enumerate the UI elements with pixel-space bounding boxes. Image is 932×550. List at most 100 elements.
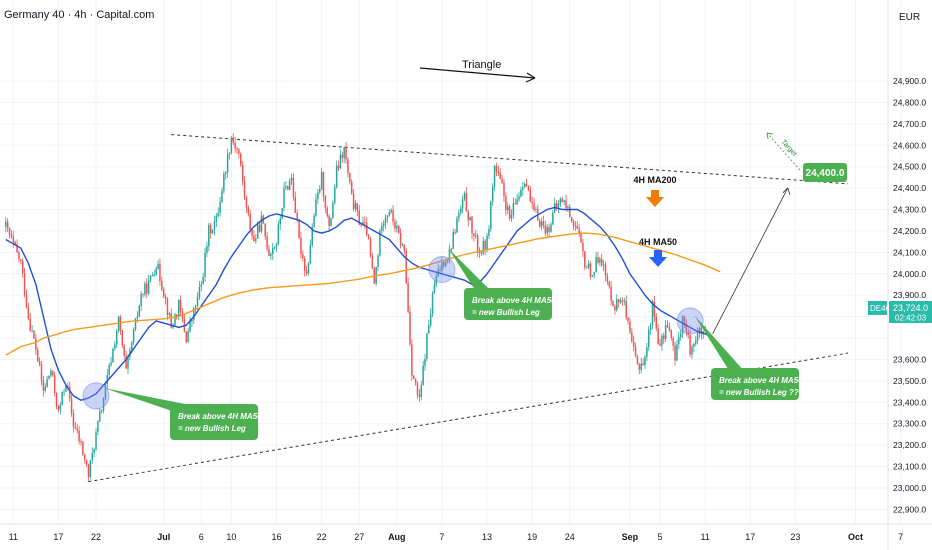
candle [431, 290, 434, 317]
candle [264, 223, 266, 240]
candle [525, 178, 528, 187]
candle [70, 393, 73, 417]
candle [162, 286, 165, 298]
target-pointer-head-icon [766, 132, 774, 140]
candle [328, 213, 330, 232]
candle [480, 251, 483, 256]
candle [608, 280, 611, 289]
candle [508, 204, 511, 221]
candle [302, 250, 304, 262]
candle [6, 218, 9, 233]
candle [490, 200, 492, 232]
candle [516, 193, 518, 206]
candle [559, 197, 562, 208]
triangle-arrow [419, 67, 536, 79]
time-tick-label: Aug [388, 532, 406, 542]
candle [204, 247, 206, 282]
ma200-line [5, 232, 721, 356]
candle [392, 205, 394, 226]
candle [614, 304, 616, 315]
candle [42, 375, 45, 397]
ma200-label: 4H MA200 [633, 175, 676, 185]
break-highlight-circle [82, 382, 110, 410]
candle [354, 200, 357, 213]
candle [345, 141, 347, 164]
candle [18, 250, 20, 263]
candle [672, 336, 674, 351]
candle [106, 369, 109, 390]
candle [277, 220, 280, 246]
candle [31, 324, 33, 333]
candle [488, 225, 490, 240]
time-tick-label: Oct [848, 532, 863, 542]
candle [268, 245, 270, 256]
candle [657, 323, 659, 345]
candle [574, 221, 577, 232]
candle [213, 215, 216, 236]
price-tick-label: 23,300.0 [893, 419, 926, 429]
candle [668, 322, 671, 333]
price-tick-label: 24,600.0 [893, 140, 926, 150]
candle [367, 233, 370, 240]
candle [61, 391, 63, 406]
candle [435, 273, 438, 288]
candle [531, 196, 533, 209]
triangle-upper-line [171, 134, 849, 185]
candle [428, 319, 430, 334]
candle [653, 296, 656, 322]
time-axis[interactable]: 11 17 22 Jul 6 10 16 22 27 Aug 7 13 19 24 Sep 5 11 17 23 Oc… [9, 532, 904, 542]
candle [683, 315, 686, 328]
candle [546, 224, 548, 238]
candle [604, 261, 607, 282]
candle [23, 267, 26, 298]
candle [454, 229, 456, 235]
candle [337, 160, 340, 172]
candle [185, 331, 188, 344]
break-callout-2: Break above 4H MA50 = new Bullish Leg [447, 248, 556, 320]
svg-text:24,400.0: 24,400.0 [806, 168, 845, 179]
candle [441, 256, 443, 275]
candle [221, 187, 223, 204]
candle [55, 392, 58, 410]
break-callout-1: Break above 4H MA50 = new Bullish Leg [104, 388, 262, 440]
candle [50, 368, 52, 378]
candle [275, 242, 278, 252]
candle [223, 170, 225, 194]
candle [364, 216, 366, 229]
price-axis[interactable]: 22,900.0 23,000.0 23,100.0 23,200.0 23,300.0… [893, 76, 926, 514]
candle [396, 220, 398, 233]
target-arrow-head-icon [782, 187, 791, 195]
candle [256, 221, 259, 239]
candle [416, 381, 419, 399]
candle [527, 185, 530, 192]
candle [595, 251, 597, 273]
candle [409, 306, 411, 347]
candle [469, 216, 471, 221]
candle [123, 344, 125, 360]
candle [599, 256, 601, 267]
candle [394, 218, 396, 233]
candle [646, 342, 648, 362]
candle [187, 327, 189, 343]
candle [582, 238, 584, 257]
candle [476, 233, 479, 257]
candle [208, 222, 210, 252]
candle [694, 335, 697, 347]
candle [518, 192, 520, 202]
candle [550, 221, 552, 233]
candle [108, 363, 110, 379]
candle [290, 173, 293, 185]
candle [561, 196, 564, 203]
price-tick-label: 24,800.0 [893, 97, 926, 107]
candle [420, 381, 423, 400]
candle [369, 236, 372, 258]
candle [232, 133, 235, 145]
candle [349, 172, 351, 185]
candle [512, 197, 515, 219]
candle [303, 255, 306, 277]
triangle-label: Triangle [462, 59, 501, 71]
candle [439, 265, 441, 274]
candle [634, 342, 637, 358]
